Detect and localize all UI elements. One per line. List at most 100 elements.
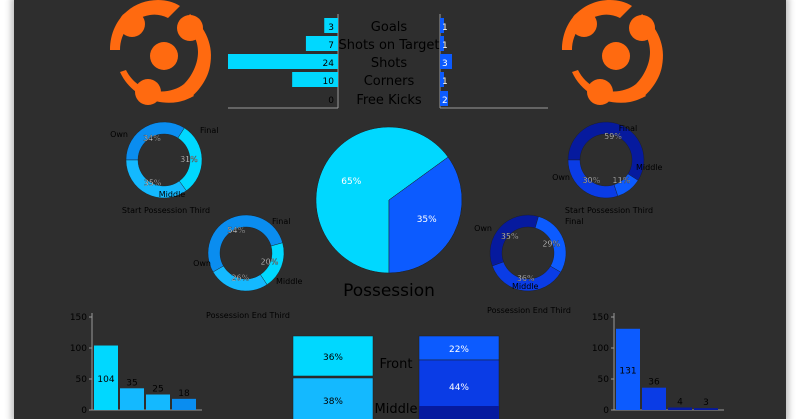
zone-home-block — [292, 335, 374, 377]
donut-category-label: Own — [552, 173, 570, 182]
donut-title: Possession End Third — [487, 306, 571, 315]
away-bar-ytick-label: 50 — [598, 375, 610, 385]
left-stats-value: 24 — [323, 59, 335, 69]
donut-percent-label: 35% — [501, 232, 519, 241]
left-stats-bar — [324, 18, 338, 33]
right-stats-value: 1 — [442, 23, 448, 33]
possession-slice — [388, 156, 463, 274]
zone-away-block — [419, 406, 499, 419]
donut-percent-label: 26% — [231, 273, 249, 282]
zone-category-label: Middle — [375, 402, 418, 417]
right-stats-bar — [440, 72, 444, 87]
away-bar-ytick-label: 150 — [592, 313, 609, 323]
stats-category-label: Shots — [371, 56, 408, 71]
donut-segment — [212, 265, 268, 292]
donut-percent-label: 59% — [604, 132, 622, 141]
donut-segment — [492, 261, 562, 292]
zone-category-label: Front — [380, 357, 413, 372]
home-bar-ytick-label: 150 — [70, 313, 87, 323]
right-stats-bar — [440, 36, 444, 51]
stats-category-label: Corners — [364, 74, 415, 89]
away-end-third: 35% 29% 36% Own Final Middle Possession End Th… — [474, 214, 583, 315]
donut-category-label: Own — [193, 259, 211, 268]
donut-percent-label: 29% — [542, 240, 560, 249]
zone-away-label: 22% — [449, 345, 469, 355]
away-bar-bar — [642, 387, 666, 410]
donut-category-label: Own — [474, 224, 492, 233]
left-stats-bar — [305, 36, 338, 51]
right-stats-value: 2 — [442, 96, 448, 106]
left-stats-value: 7 — [328, 41, 334, 51]
zone-home-label: 38% — [323, 397, 343, 407]
donut-category-label: Final — [272, 217, 290, 226]
possession-slice-label: 35% — [417, 215, 437, 225]
donut-percent-label: 20% — [261, 258, 279, 267]
donut-segment — [125, 159, 187, 199]
donut-category-label: Final — [565, 217, 583, 226]
donut-title: Possession End Third — [206, 311, 290, 320]
home-bar-bar — [172, 398, 196, 410]
away-bar-bar-label: 3 — [703, 398, 709, 408]
home-bar-ytick-label: 100 — [70, 344, 87, 354]
home-bar-bar-label: 25 — [152, 385, 163, 395]
donut-percent-label: 36% — [517, 274, 535, 283]
donut-percent-label: 31% — [180, 155, 198, 164]
donut-title: Start Possession Third — [122, 206, 210, 215]
away-start-third: 59% 11% 30% Own Final Middle Start Possession … — [552, 121, 663, 215]
away-bar-bar-label: 36 — [648, 378, 660, 388]
donut-category-label: Final — [619, 124, 637, 133]
left-stats-bar — [292, 72, 338, 87]
right-stats-bar — [440, 91, 448, 106]
home-bar-bar-label: 104 — [97, 375, 114, 385]
donut-category-label: Middle — [636, 163, 663, 172]
away-bar-bar — [694, 408, 718, 410]
possession-slice — [315, 126, 449, 274]
possession-title: Possession — [343, 281, 435, 301]
zone-home-block — [292, 377, 374, 419]
donut-category-label: Own — [110, 130, 128, 139]
left-stats-value: 0 — [328, 96, 334, 106]
home-start-third: 34% 31% 35% Own Final Middle Start Possession … — [110, 121, 218, 215]
left-team-logo — [110, 0, 212, 105]
away-bar-bar — [668, 407, 692, 410]
home-end-third: 54% 20% 26% Own Final Middle Possession End Th… — [193, 214, 303, 320]
home-bar-bar — [146, 394, 170, 410]
donut-percent-label: 54% — [227, 226, 245, 235]
possession-slice-label: 65% — [341, 177, 361, 187]
away-bar-ytick-label: 100 — [592, 344, 609, 354]
home-bar-bar-label: 18 — [178, 389, 190, 399]
donut-segment — [567, 121, 645, 181]
right-stats-bar — [440, 54, 452, 69]
donut-percent-label: 11% — [612, 176, 630, 185]
zone-away-label: 44% — [449, 383, 469, 393]
zone-away-block — [418, 335, 500, 361]
zone-home-label: 36% — [323, 353, 343, 363]
donut-category-label: Final — [200, 126, 218, 135]
donut-segment — [207, 214, 283, 273]
home-bar-ytick-label: 0 — [81, 406, 87, 416]
home-bar-bar — [94, 345, 118, 410]
donut-percent-label: 35% — [144, 178, 162, 187]
stats-category-label: Shots on Target — [339, 38, 440, 53]
right-stats-bar — [440, 18, 444, 33]
donut-percent-label: 30% — [582, 176, 600, 185]
donut-percent-label: 34% — [143, 134, 161, 143]
donut-category-label: Middle — [512, 282, 539, 291]
away-bar-ytick-label: 0 — [603, 406, 609, 416]
right-stats-value: 3 — [442, 59, 448, 69]
right-stats-value: 1 — [442, 41, 448, 51]
left-stats-value: 3 — [328, 23, 334, 33]
right-stats-value: 1 — [442, 77, 448, 87]
donut-category-label: Middle — [276, 277, 303, 286]
right-team-logo — [562, 0, 664, 105]
home-bar-ytick-label: 50 — [76, 375, 88, 385]
away-bar-bar-label: 4 — [677, 398, 683, 408]
stats-category-label: Goals — [371, 20, 408, 35]
away-bar-bar-label: 131 — [619, 366, 636, 376]
stats-category-label: Free Kicks — [356, 93, 422, 108]
home-bar-bar-label: 35 — [126, 378, 137, 388]
left-stats-bar — [228, 54, 338, 69]
donut-title: Start Possession Third — [565, 206, 653, 215]
